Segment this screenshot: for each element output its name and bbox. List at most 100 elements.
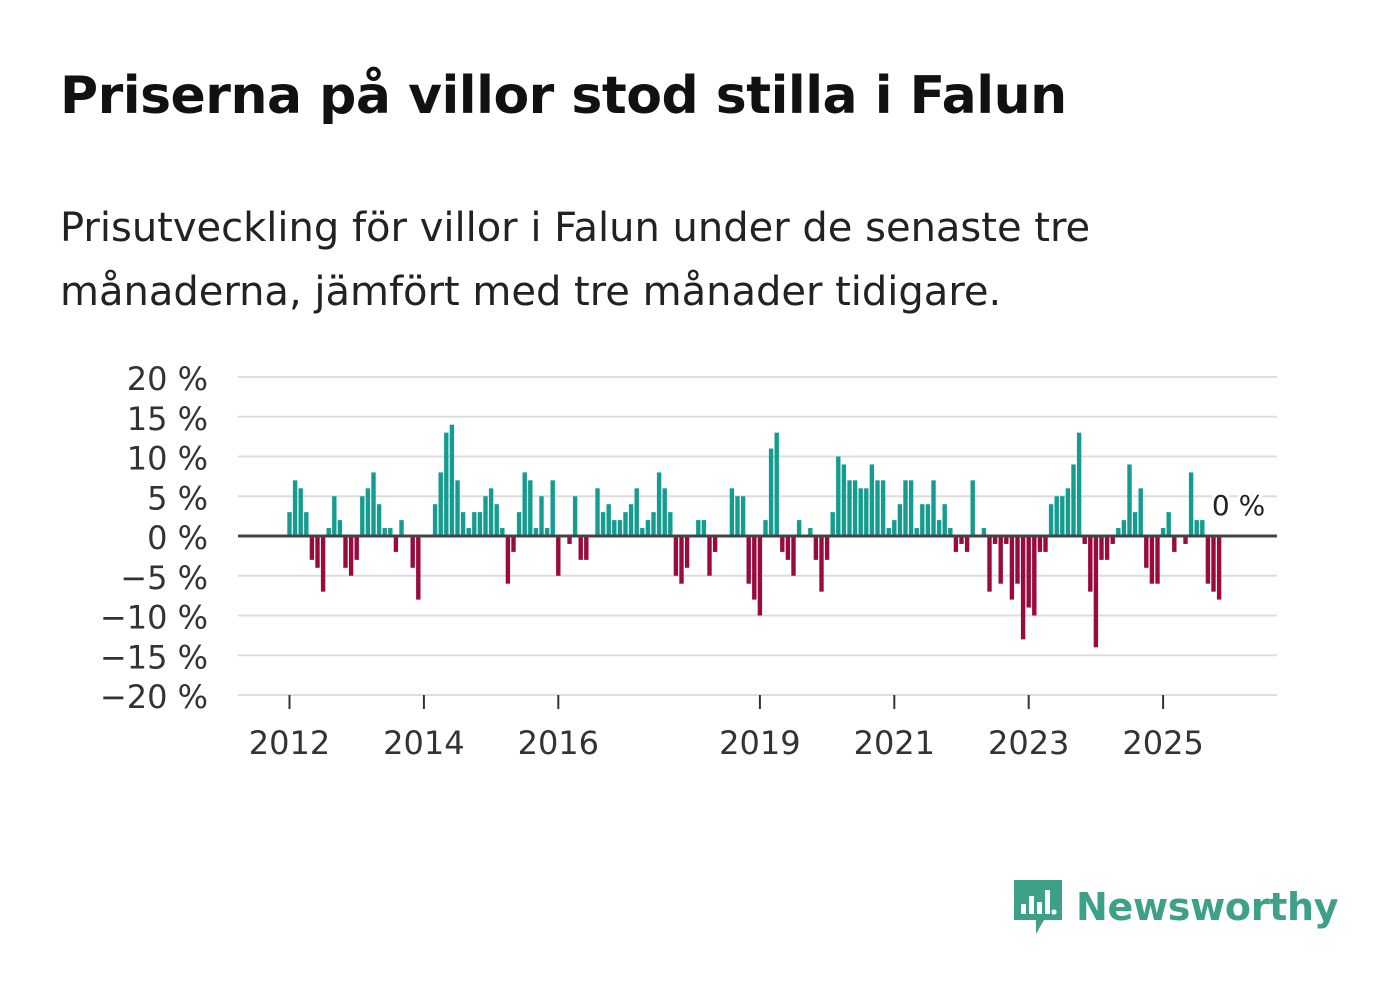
bar [847, 480, 852, 536]
bar [337, 520, 343, 536]
bar [567, 536, 572, 544]
bar [1149, 536, 1155, 584]
bar [673, 536, 679, 576]
bar [432, 504, 438, 536]
bar [617, 520, 623, 536]
bar [578, 536, 583, 560]
bar [1071, 464, 1076, 536]
bar [914, 528, 919, 536]
chart-title: Priserna på villor stod stilla i Falun [60, 66, 1067, 126]
bar [1172, 536, 1177, 552]
bar [1188, 472, 1194, 536]
grid-lines [238, 376, 1277, 696]
bar [869, 464, 875, 536]
bar [987, 536, 992, 592]
bar [836, 456, 841, 536]
bar [1054, 496, 1059, 536]
x-axis: 2012 2014 2016 2019 2021 2023 2025 [249, 695, 1204, 762]
bar [332, 496, 337, 536]
bar [292, 480, 298, 536]
bar [1200, 520, 1205, 536]
y-tick-label: 20 % [127, 360, 208, 398]
bar [858, 488, 863, 536]
bar [539, 496, 544, 536]
bar [516, 512, 522, 536]
bar [1205, 536, 1211, 584]
bar [1166, 512, 1171, 536]
x-tick-label: 2019 [719, 724, 800, 762]
bar [707, 536, 712, 576]
bar [1020, 536, 1026, 640]
y-axis-labels: 20 %15 %10 %5 %0 %−5 %−10 %−15 %−20 % [100, 360, 208, 716]
bar [304, 512, 309, 536]
bar [729, 488, 735, 536]
bar [1076, 432, 1082, 536]
bar [556, 536, 561, 576]
bar [410, 536, 415, 568]
bar [942, 504, 947, 536]
bar [696, 520, 701, 536]
bar [808, 528, 813, 536]
bar [1015, 536, 1020, 584]
bar [925, 504, 931, 536]
bar [1065, 488, 1071, 536]
brand-logo: Newsworthy [1010, 876, 1339, 938]
bar [600, 512, 606, 536]
y-tick-label: 10 % [127, 440, 208, 478]
bar [774, 432, 779, 536]
bar [1216, 536, 1222, 600]
bar [1082, 536, 1087, 544]
bar [1104, 536, 1110, 560]
bar [444, 432, 449, 536]
bar [780, 536, 785, 552]
bar [309, 536, 315, 560]
bar [964, 536, 970, 552]
bar [640, 528, 645, 536]
bar [460, 512, 466, 536]
bar [472, 512, 477, 536]
bar [1048, 504, 1054, 536]
bar [864, 488, 869, 536]
bar [399, 520, 404, 536]
bar [1093, 536, 1099, 648]
bar [1138, 488, 1143, 536]
bar [343, 536, 348, 568]
bar [1127, 464, 1132, 536]
y-tick-label: −5 % [120, 559, 208, 597]
bar [998, 536, 1003, 584]
bar [1026, 536, 1031, 608]
bar [1032, 536, 1037, 616]
bar [791, 536, 796, 576]
bar [416, 536, 421, 600]
bar [746, 536, 751, 584]
bar [500, 528, 505, 536]
y-tick-label: −20 % [100, 678, 208, 716]
bar [824, 536, 830, 560]
bar [981, 528, 987, 536]
bar [1037, 536, 1043, 552]
bar [606, 504, 611, 536]
bar [763, 520, 768, 536]
bar [298, 488, 303, 536]
x-tick-label: 2021 [854, 724, 935, 762]
bar [1144, 536, 1149, 568]
bar [544, 528, 550, 536]
bar [438, 472, 443, 536]
bar [830, 512, 835, 536]
bar [1116, 528, 1121, 536]
bar [1060, 496, 1065, 536]
bar [376, 504, 382, 536]
y-tick-label: −15 % [100, 638, 208, 676]
x-tick-label: 2014 [383, 724, 464, 762]
y-tick-label: −10 % [100, 599, 208, 637]
bar [701, 520, 707, 536]
bar [584, 536, 589, 560]
bar [572, 496, 578, 536]
bar [1009, 536, 1015, 600]
bar [740, 496, 746, 536]
bars [287, 424, 1222, 648]
bar [483, 496, 488, 536]
bar [752, 536, 757, 600]
bar [908, 480, 914, 536]
bar [455, 480, 460, 536]
